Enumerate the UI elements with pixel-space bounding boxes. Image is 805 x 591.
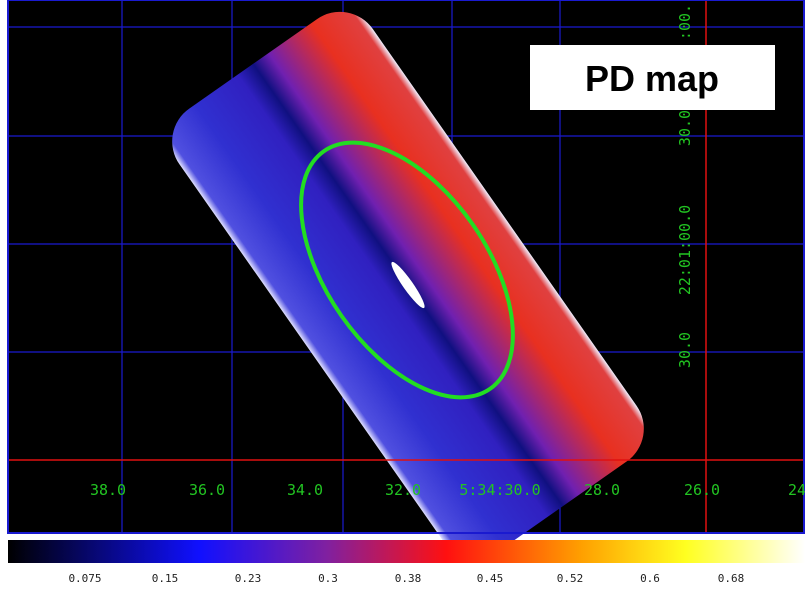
x-axis-label: 24 xyxy=(788,481,805,499)
colorbar-labels: 0.075 0.15 0.23 0.3 0.38 0.45 0.52 0.6 0.68 xyxy=(68,572,744,585)
colorbar-label: 0.45 xyxy=(477,572,504,585)
y-axis-label: :00. xyxy=(676,4,694,40)
x-axis-label: 28.0 xyxy=(584,481,620,499)
colorbar-label: 0.15 xyxy=(152,572,179,585)
panel-label: PD map xyxy=(585,58,719,99)
colorbar xyxy=(8,540,805,563)
colorbar-label: 0.3 xyxy=(318,572,338,585)
colorbar-label: 0.075 xyxy=(68,572,101,585)
colorbar-label: 0.52 xyxy=(557,572,584,585)
colorbar-label: 0.23 xyxy=(235,572,262,585)
colorbar-label: 0.68 xyxy=(718,572,745,585)
galaxy-disk xyxy=(172,11,644,559)
x-axis-labels: 38.0 36.0 34.0 32.0 5:34:30.0 28.0 26.0 24 xyxy=(90,481,805,499)
y-axis-label: 30.0 xyxy=(676,110,694,146)
x-axis-label: 32.0 xyxy=(385,481,421,499)
x-axis-label: 5:34:30.0 xyxy=(459,481,540,499)
colorbar-label: 0.6 xyxy=(640,572,660,585)
x-axis-label: 34.0 xyxy=(287,481,323,499)
y-axis-label: 22:01:00.0 xyxy=(676,205,694,295)
y-axis-labels: :00. 30.0 22:01:00.0 30.0 xyxy=(676,4,694,368)
y-axis-label: 30.0 xyxy=(676,332,694,368)
x-axis-label: 36.0 xyxy=(189,481,225,499)
region-ellipse xyxy=(299,140,515,400)
panel-border xyxy=(7,0,805,534)
x-axis-label: 38.0 xyxy=(90,481,126,499)
label-box xyxy=(530,45,775,110)
colorbar-label: 0.38 xyxy=(395,572,422,585)
x-axis-label: 26.0 xyxy=(684,481,720,499)
